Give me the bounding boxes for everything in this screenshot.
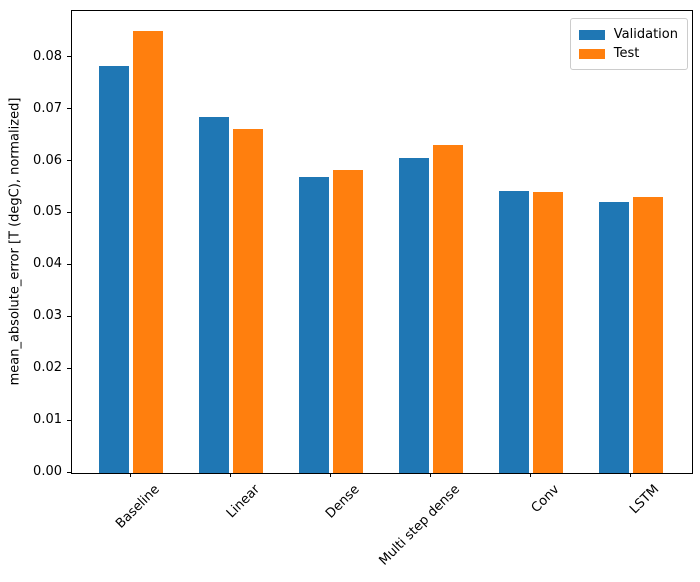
- bar-validation-lstm: [599, 202, 629, 473]
- y-tick-mark: [67, 56, 71, 58]
- y-tick-label: 0.02: [33, 360, 62, 376]
- legend-swatch-validation: [578, 29, 605, 40]
- bar-validation-baseline: [99, 65, 129, 473]
- x-tick-mark: [230, 473, 231, 477]
- bar-validation-dense: [299, 176, 329, 473]
- legend-label: Validation: [613, 27, 678, 42]
- x-tick-label-dense: Dense: [322, 482, 363, 522]
- bar-validation-linear: [199, 116, 229, 473]
- bar-test-baseline: [133, 30, 163, 473]
- legend-item-validation: Validation: [578, 25, 678, 44]
- x-tick-label-baseline: Baseline: [113, 482, 163, 532]
- y-tick-mark: [67, 263, 71, 265]
- bar-test-lstm: [633, 196, 663, 473]
- x-tick-mark: [330, 473, 331, 477]
- y-tick-label: 0.08: [33, 48, 62, 64]
- y-tick-mark: [67, 211, 71, 213]
- bar-test-multi-step-dense: [433, 144, 463, 473]
- legend-item-test: Test: [578, 44, 678, 63]
- bar-validation-multi-step-dense: [399, 157, 429, 473]
- x-tick-mark: [530, 473, 531, 477]
- y-tick-label: 0.00: [33, 464, 62, 479]
- y-tick-mark: [67, 471, 71, 473]
- legend: Validation Test: [569, 18, 688, 70]
- x-tick-mark: [130, 473, 131, 477]
- y-tick-label: 0.03: [33, 308, 62, 324]
- plot-area: Validation Test: [71, 10, 693, 474]
- legend-label: Test: [613, 46, 640, 61]
- legend-swatch-test: [578, 48, 605, 59]
- y-tick-label: 0.05: [33, 204, 62, 220]
- y-tick-mark: [67, 108, 71, 110]
- y-tick-mark: [67, 419, 71, 421]
- x-tick-mark: [430, 473, 431, 477]
- y-tick-mark: [67, 160, 71, 162]
- bar-validation-conv: [499, 190, 529, 473]
- bar-test-conv: [533, 191, 563, 473]
- x-tick-label-linear: Linear: [223, 482, 263, 522]
- y-tick-label: 0.01: [33, 412, 62, 428]
- y-tick-label: 0.07: [33, 100, 62, 116]
- bar-test-dense: [333, 170, 363, 473]
- x-tick-mark: [630, 473, 631, 477]
- y-tick-mark: [67, 367, 71, 369]
- x-tick-label-lstm: LSTM: [627, 482, 663, 518]
- x-tick-label-multi-step-dense: Multi step dense: [376, 482, 463, 569]
- x-tick-label-conv: Conv: [528, 482, 563, 516]
- bar-test-linear: [233, 128, 263, 473]
- y-tick-label: 0.06: [33, 152, 62, 168]
- y-tick-mark: [67, 315, 71, 317]
- y-tick-label: 0.04: [33, 256, 62, 272]
